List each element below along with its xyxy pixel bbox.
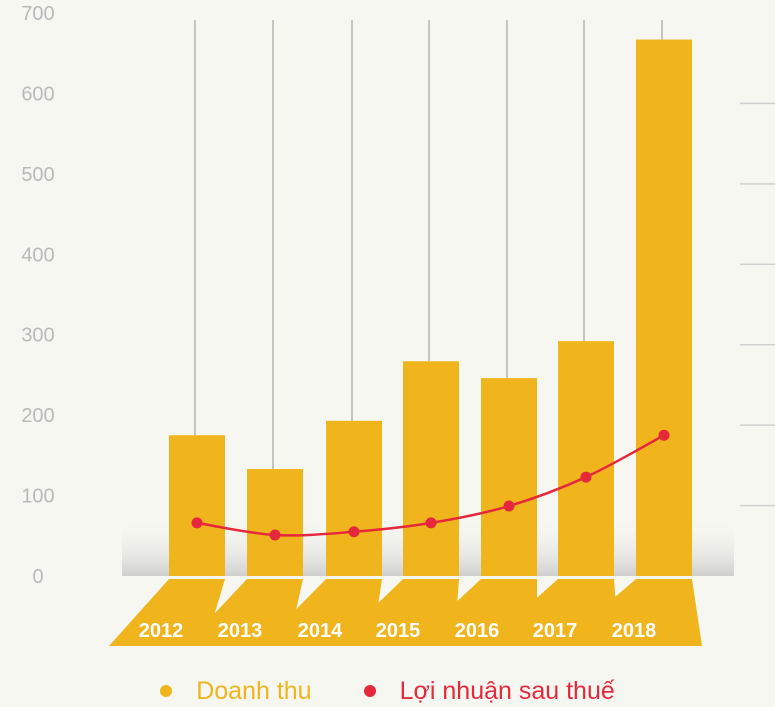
bar-revenue-2012 bbox=[169, 435, 225, 576]
y-tick-label: 600 bbox=[21, 83, 54, 105]
bar-revenue-2014 bbox=[326, 420, 382, 576]
x-tick-label: 2012 bbox=[139, 620, 184, 642]
legend-label-profit: Lợi nhuận sau thuế bbox=[399, 676, 615, 705]
y-tick-label: 100 bbox=[21, 486, 54, 508]
floor-segment-2012 bbox=[109, 579, 225, 646]
point-profit-2015 bbox=[425, 517, 437, 529]
legend: Doanh thu Lợi nhuận sau thuế bbox=[0, 676, 775, 706]
bar-revenue-2015 bbox=[403, 361, 459, 576]
legend-item-profit[interactable]: Lợi nhuận sau thuế bbox=[363, 676, 615, 706]
y-tick-label: 400 bbox=[21, 244, 54, 266]
bar-revenue-2017 bbox=[558, 341, 614, 576]
point-profit-2013 bbox=[269, 529, 281, 541]
y-tick-label: 700 bbox=[21, 3, 54, 25]
x-tick-label: 2016 bbox=[455, 620, 500, 642]
x-tick-label: 2014 bbox=[298, 620, 343, 642]
y-tick-label: 200 bbox=[21, 405, 54, 427]
legend-dot-revenue bbox=[160, 685, 173, 697]
legend-label-revenue: Doanh thu bbox=[196, 676, 312, 705]
floor-segment-2018 bbox=[558, 579, 702, 646]
floor-segment-2013 bbox=[184, 579, 303, 646]
y-tick-label: 0 bbox=[32, 566, 43, 588]
point-profit-2014 bbox=[348, 526, 360, 538]
point-profit-2012 bbox=[191, 517, 203, 529]
legend-dot-profit bbox=[363, 685, 376, 697]
bar-revenue-2018 bbox=[636, 39, 692, 576]
x-tick-label: 2015 bbox=[376, 620, 421, 642]
x-tick-label: 2018 bbox=[612, 620, 657, 642]
point-profit-2016 bbox=[503, 500, 515, 512]
bar-revenue-2013 bbox=[247, 469, 303, 576]
x-tick-label: 2017 bbox=[533, 620, 578, 642]
bar-revenue-2016 bbox=[481, 378, 537, 576]
legend-item-revenue[interactable]: Doanh thu bbox=[160, 676, 312, 706]
point-profit-2018 bbox=[658, 429, 670, 441]
x-tick-label: 2013 bbox=[218, 620, 263, 642]
y-tick-label: 300 bbox=[21, 325, 54, 347]
y-tick-label: 500 bbox=[21, 164, 54, 186]
point-profit-2017 bbox=[580, 471, 592, 483]
